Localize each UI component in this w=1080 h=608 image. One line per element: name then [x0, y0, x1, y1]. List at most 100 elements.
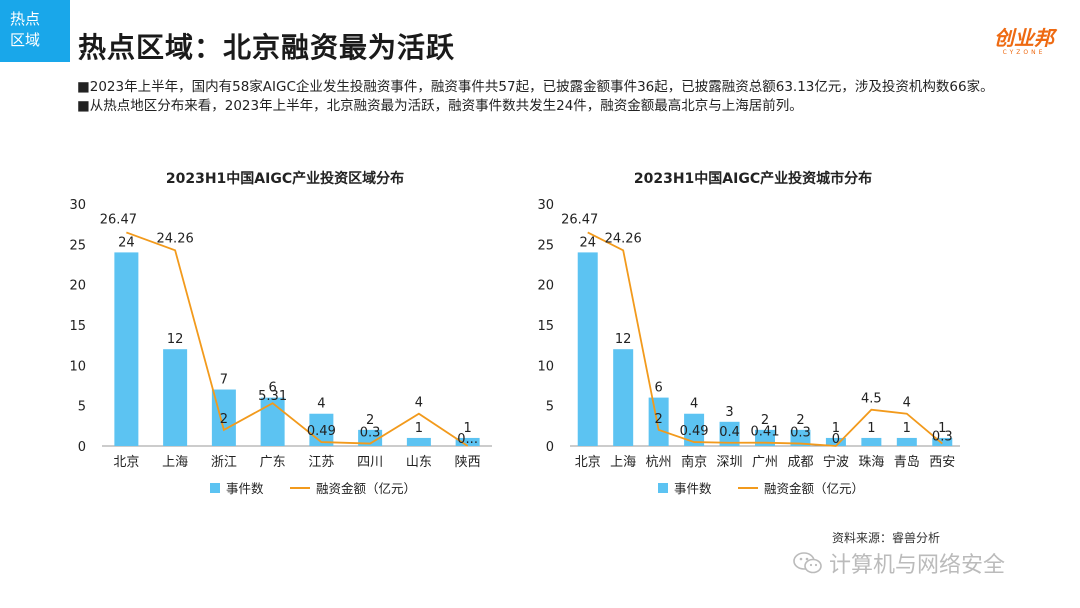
x-tick-label: 浙江: [211, 455, 237, 470]
y-tick-label: 10: [537, 359, 554, 374]
bar-data-label: 1: [463, 421, 471, 436]
region-distribution-chart: 2023H1中国AIGC产业投资区域分布05101520253024127642…: [69, 170, 492, 496]
bar: [358, 429, 383, 446]
y-tick-label: 30: [537, 198, 554, 213]
bullet-item: ■从热点地区分布来看，2023年上半年，北京融资最为活跃，融资事件数共发生24件…: [77, 98, 803, 114]
x-tick-label: 深圳: [717, 455, 743, 470]
x-tick-label: 广东: [260, 455, 286, 470]
legend-bar-label: 事件数: [226, 481, 264, 496]
line-data-label: 0.3: [790, 426, 811, 441]
bar-data-label: 1: [832, 421, 840, 436]
line-data-label: 26.47: [100, 212, 137, 227]
logo-text: 创业邦: [994, 26, 1054, 50]
bar-data-label: 1: [867, 421, 875, 436]
brand-logo: 创业邦 CYZONE: [994, 22, 1054, 56]
x-tick-label: 杭州: [646, 455, 672, 470]
bar: [455, 437, 480, 446]
chart-title: 2023H1中国AIGC产业投资区域分布: [166, 170, 404, 187]
legend-bar-swatch: [658, 483, 668, 493]
watermark: 计算机与网络安全: [793, 547, 1005, 579]
x-tick-label: 广州: [752, 455, 778, 470]
source-note: 资料来源：睿兽分析: [832, 531, 941, 545]
line-data-label: 2: [220, 412, 228, 427]
line-data-label: 0.41: [751, 425, 780, 440]
section-tag: 热点 区域: [0, 0, 70, 62]
section-tag-line1: 热点: [10, 10, 41, 28]
y-tick-label: 0: [546, 440, 554, 455]
y-tick-label: 20: [69, 279, 86, 294]
line-data-label: 0: [832, 432, 840, 447]
x-tick-label: 上海: [610, 455, 636, 470]
bar: [406, 437, 431, 446]
city-distribution-chart: 2023H1中国AIGC产业投资城市分布05101520253024126432…: [537, 170, 960, 496]
bar: [719, 421, 740, 446]
x-tick-label: 珠海: [858, 455, 884, 470]
line-data-label: 0.49: [680, 424, 709, 439]
y-tick-label: 20: [537, 279, 554, 294]
x-tick-label: 陕西: [455, 455, 481, 470]
line-data-label: 0.3: [932, 430, 953, 445]
bar-data-label: 1: [903, 421, 911, 436]
line-data-label: 0.49: [307, 424, 336, 439]
line-data-label: 2: [654, 412, 662, 427]
y-tick-label: 15: [69, 319, 86, 334]
bar: [896, 437, 917, 446]
chart-title: 2023H1中国AIGC产业投资城市分布: [634, 170, 872, 187]
wechat-icon: [793, 552, 822, 574]
bar-data-label: 1: [415, 421, 423, 436]
x-tick-label: 山东: [406, 455, 432, 470]
line-data-label: 0...: [457, 432, 478, 447]
legend-bar-swatch: [210, 483, 220, 493]
x-tick-label: 西安: [929, 455, 955, 470]
legend-line-label: 融资金额（亿元）: [764, 481, 864, 496]
y-tick-label: 30: [69, 198, 86, 213]
bar-data-label: 6: [268, 381, 276, 396]
x-tick-label: 北京: [113, 455, 139, 470]
watermark-text: 计算机与网络安全: [829, 553, 1006, 578]
line-data-label: 4: [415, 396, 423, 411]
bar-data-label: 4: [317, 397, 325, 412]
bar-data-label: 24: [118, 235, 135, 250]
y-tick-label: 5: [78, 400, 86, 415]
y-tick-label: 5: [546, 400, 554, 415]
bar: [861, 437, 882, 446]
bullet-item: ■2023年上半年，国内有58家AIGC企业发生投融资事件，融资事件共57起，已…: [77, 79, 994, 95]
bar: [932, 437, 953, 446]
line-data-label: 24.26: [605, 231, 642, 246]
bar: [114, 252, 139, 446]
bar: [577, 252, 598, 446]
bar: [260, 397, 285, 446]
bar: [309, 413, 334, 446]
logo-subtext: CYZONE: [1002, 49, 1046, 56]
x-tick-label: 南京: [681, 454, 707, 470]
bar-data-label: 2: [796, 413, 804, 428]
bar-data-label: 24: [579, 235, 596, 250]
y-tick-label: 0: [78, 440, 86, 455]
bar: [684, 413, 705, 446]
bar-data-label: 2: [366, 413, 374, 428]
line-data-label: 0.3: [360, 426, 381, 441]
line-data-label: 26.47: [561, 212, 598, 227]
bar: [825, 437, 846, 446]
bar-data-label: 12: [167, 332, 184, 347]
x-tick-label: 青岛: [894, 454, 920, 470]
summary-bullets: ■2023年上半年，国内有58家AIGC企业发生投融资事件，融资事件共57起，已…: [77, 78, 1027, 116]
legend-bar-label: 事件数: [674, 481, 712, 496]
line-series: [126, 231, 469, 447]
page-title: 热点区域：北京融资最为活跃: [78, 31, 456, 64]
line-data-label: 5.31: [258, 389, 287, 404]
bar-data-label: 2: [761, 413, 769, 428]
bar: [163, 349, 188, 446]
y-tick-label: 15: [537, 319, 554, 334]
line-data-label: 4: [903, 396, 911, 411]
bar-data-label: 3: [725, 405, 733, 420]
y-tick-label: 25: [69, 238, 86, 253]
x-tick-label: 江苏: [308, 454, 334, 470]
bar-data-label: 1: [938, 421, 946, 436]
bar: [613, 349, 634, 446]
bar-data-label: 12: [615, 332, 632, 347]
x-tick-label: 上海: [162, 455, 188, 470]
bar: [648, 397, 669, 446]
line-data-label: 0.4: [719, 425, 740, 440]
section-tag-line2: 区域: [10, 31, 41, 49]
